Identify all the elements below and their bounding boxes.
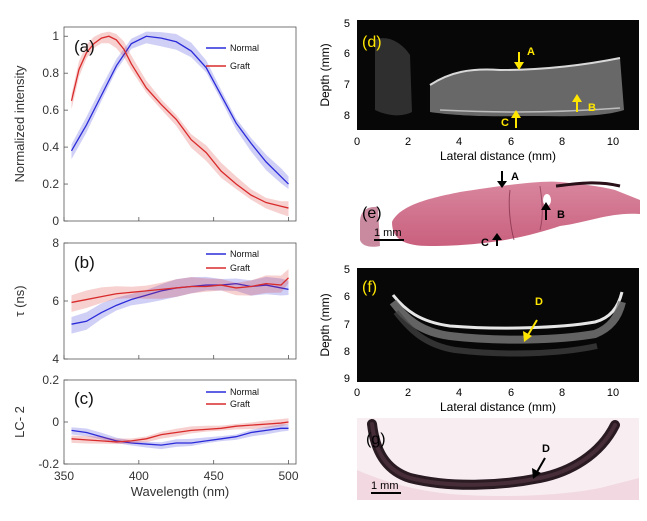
series-band-normal — [71, 31, 289, 190]
x-tick-label: 400 — [129, 469, 149, 483]
y-axis-label: LC- 2 — [12, 406, 27, 438]
marker-b-e: B — [557, 209, 565, 221]
plot-area — [63, 26, 297, 222]
legend-label-graft: Graft — [230, 61, 251, 71]
y-tick-label: 0 — [52, 415, 59, 429]
panel-label: (a) — [74, 37, 95, 56]
marker-arrow-b-d — [572, 94, 582, 102]
panel-f-ytick: 5 — [344, 264, 350, 276]
panel-f-xtick: 10 — [607, 387, 619, 399]
y-tick-label: 0.4 — [42, 140, 59, 154]
y-tick-label: 0 — [52, 214, 59, 228]
panel-d-xtick: 8 — [559, 136, 565, 148]
y-tick-label: 0.8 — [42, 66, 59, 80]
panel-f-xtick: 4 — [456, 387, 462, 399]
panel-f-ytick: 6 — [344, 291, 350, 303]
panel-d-xtick: 4 — [456, 136, 462, 148]
panel-f-axes: Depth (mm) 5 6 7 8 9 0 2 4 6 8 10 Latera… — [318, 264, 619, 414]
y-tick-label: 0.6 — [42, 103, 59, 117]
series-band-normal — [71, 424, 289, 450]
marker-a-d: A — [527, 46, 535, 58]
y-axis-label: τ (ns) — [12, 285, 27, 316]
panel-d-xlabel: Lateral distance (mm) — [440, 149, 556, 163]
panel-f-ytick: 8 — [344, 346, 350, 358]
marker-d-g: D — [542, 443, 550, 455]
panel-d-xtick: 0 — [354, 136, 360, 148]
panel-label: (b) — [74, 253, 95, 272]
x-tick-label: 350 — [54, 469, 74, 483]
panel-f-oct-image: (f) D — [357, 268, 639, 382]
marker-arrow-b-e — [541, 202, 551, 210]
marker-d-f: D — [535, 296, 543, 308]
y-tick-label: -0.2 — [38, 457, 59, 471]
series-line-graft — [70, 35, 289, 209]
panel-d-ytick: 5 — [344, 18, 350, 30]
oct-image-f — [357, 268, 639, 382]
chart-b: 4 6 8 τ (ns) (b) Normal Graft — [12, 236, 297, 366]
panel-f-xtick: 8 — [559, 387, 565, 399]
chart-a: 0 0.2 0.4 0.6 0.8 1 Normalized intensity (a) Nor… — [12, 26, 297, 228]
scale-label-e: 1 mm — [374, 227, 402, 239]
panel-d-xtick: 2 — [405, 136, 411, 148]
panel-d-axes: Depth (mm) 5 6 7 8 0 2 4 6 8 10 Lateral … — [318, 18, 619, 163]
panel-d-xtick: 10 — [607, 136, 619, 148]
marker-a-e: A — [511, 171, 519, 183]
y-tick-label: 0.2 — [42, 373, 59, 387]
panel-f-ytick: 7 — [344, 319, 350, 331]
panel-f-xtick: 0 — [354, 387, 360, 399]
marker-b-d: B — [588, 102, 596, 114]
series-line-normal — [70, 35, 289, 185]
y-tick-label: 8 — [52, 236, 59, 250]
y-axis-label: Normalized intensity — [12, 65, 27, 183]
x-tick-label: 450 — [204, 469, 224, 483]
panel-f-ylabel: Depth (mm) — [318, 293, 332, 356]
panel-label-g: (g) — [366, 431, 386, 448]
marker-arrow-d-g — [532, 468, 541, 479]
chart-c: -0.2 0 0.2 350 400 450 500 Wavelength (nm) LC- 2… — [12, 373, 299, 499]
panel-label-d: (d) — [362, 34, 382, 51]
series-band-graft — [71, 418, 289, 445]
y-tick-label: 0.2 — [42, 177, 59, 191]
series-line-normal — [71, 427, 289, 446]
x-tick-label: 500 — [279, 469, 299, 483]
panel-label: (c) — [74, 389, 94, 408]
panel-f-xtick: 2 — [405, 387, 411, 399]
panel-f-ytick: 9 — [344, 373, 350, 385]
marker-arrow-d-f — [523, 331, 532, 342]
scale-label-g: 1 mm — [371, 480, 399, 492]
legend-label-graft: Graft — [230, 263, 251, 273]
line-charts: 0 0.2 0.4 0.6 0.8 1 Normalized intensity (a) Nor… — [12, 26, 299, 499]
y-tick-label: 1 — [52, 29, 59, 43]
panel-f-xtick: 6 — [508, 387, 514, 399]
panel-d-xtick: 6 — [508, 136, 514, 148]
panel-label-e: (e) — [362, 205, 382, 222]
marker-arrow-c-d — [511, 110, 521, 118]
panel-d-ytick: 8 — [344, 110, 350, 122]
panel-d-ytick: 7 — [344, 79, 350, 91]
panel-e-histology: (e) A B C 1 mm — [360, 171, 640, 249]
marker-arrow-a-e — [497, 181, 507, 188]
panel-f-xlabel: Lateral distance (mm) — [440, 400, 556, 414]
panel-d-ylabel: Depth (mm) — [318, 43, 332, 106]
panel-g-histology: (g) D 1 mm — [357, 418, 639, 500]
panel-label-f: (f) — [362, 279, 377, 296]
panel-d-oct-image: (d) A B C — [357, 20, 639, 130]
series-band-graft — [71, 269, 289, 312]
x-axis-label: Wavelength (nm) — [131, 484, 230, 499]
marker-c-d: C — [501, 117, 509, 129]
legend-label-normal: Normal — [230, 387, 259, 397]
y-tick-label: 6 — [52, 294, 59, 308]
y-tick-label: 4 — [52, 352, 59, 366]
legend-label-normal: Normal — [230, 249, 259, 259]
series-line-graft — [71, 421, 289, 443]
marker-arrow-c-e — [492, 233, 502, 240]
marker-c-e: C — [481, 237, 489, 249]
legend-label-graft: Graft — [230, 399, 251, 409]
marker-arrow-a-d — [514, 62, 524, 70]
legend-label-normal: Normal — [230, 43, 259, 53]
series-line-graft — [71, 277, 289, 304]
panel-d-ytick: 6 — [344, 48, 350, 60]
